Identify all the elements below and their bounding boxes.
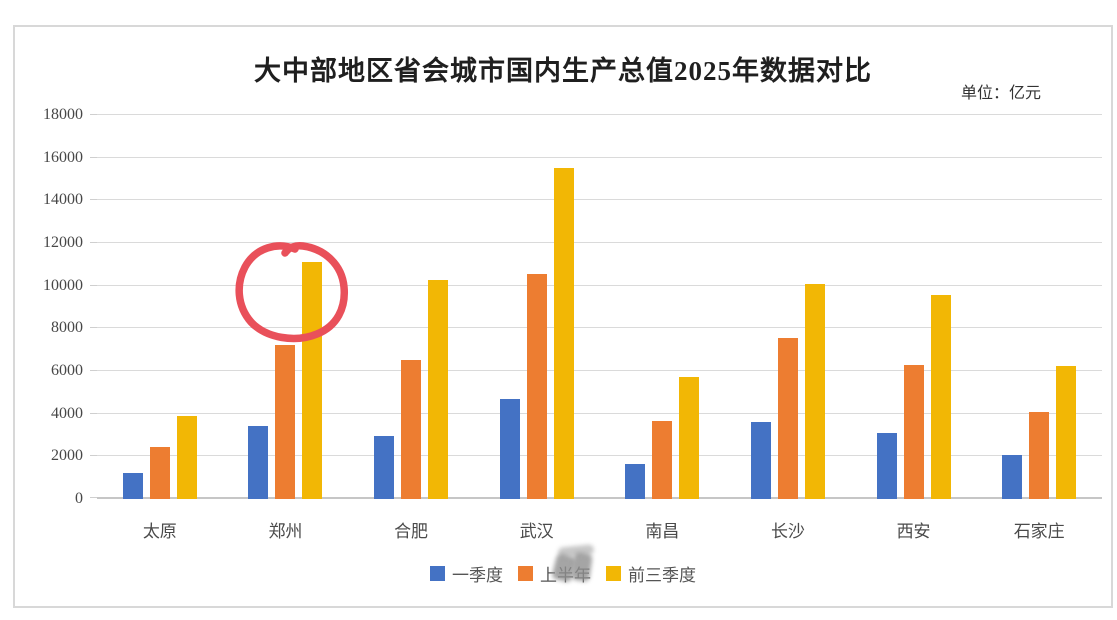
chart-title: 大中部地区省会城市国内生产总值2025年数据对比	[254, 56, 872, 86]
gridline	[90, 199, 1102, 201]
gridline	[90, 156, 1102, 158]
x-axis-category-label: 石家庄	[1013, 522, 1065, 541]
legend-swatch-h1	[518, 566, 533, 581]
y-axis-tick-label: 0	[75, 490, 83, 507]
censor-smudge	[551, 552, 577, 584]
gridline	[90, 284, 1102, 286]
gridline	[90, 327, 1102, 329]
x-axis-category-label: 长沙	[770, 522, 805, 541]
y-axis-tick-label: 2000	[51, 447, 83, 465]
x-axis-line	[90, 497, 1102, 499]
x-axis-category-label: 太原	[142, 522, 177, 541]
x-axis-category-label: 武汉	[519, 522, 554, 541]
bar-group-7	[976, 115, 1102, 499]
bar-h1-1	[275, 345, 296, 499]
legend-item-q1q3: 前三季度	[606, 561, 696, 586]
legend-item-q1: 一季度	[430, 561, 503, 586]
bar-q1q3-0	[176, 415, 197, 499]
legend-label-q1: 一季度	[452, 566, 503, 585]
y-axis-tick-label: 12000	[43, 234, 83, 251]
bar-h1-7	[1029, 411, 1050, 499]
gridline	[90, 455, 1102, 457]
gridline	[90, 412, 1102, 414]
bar-q1-0	[122, 473, 143, 499]
bar-q1q3-5	[804, 283, 825, 499]
x-axis-category-label: 合肥	[394, 522, 429, 541]
y-axis-tick-label: 16000	[43, 148, 83, 166]
plot-area: 0 2000 4000 6000 8000 10000 12000 14000 16000 180…	[43, 106, 1102, 507]
gridline	[90, 114, 1102, 115]
x-axis-labels: 太原 郑州 合肥 武汉 南昌 长沙 西安 石家庄	[97, 517, 1102, 542]
y-axis-tick-label: 14000	[43, 191, 83, 209]
bar-h1-3	[526, 273, 547, 499]
bar-group-1	[223, 115, 349, 499]
bar-q1-1	[248, 426, 269, 499]
legend-swatch-q1	[430, 566, 445, 581]
bar-h1-0	[149, 446, 170, 499]
bar-group-2	[348, 115, 474, 499]
bar-q1-6	[876, 432, 897, 499]
bar-q1-7	[1002, 455, 1023, 499]
legend-label-h1: 上半年	[540, 544, 595, 586]
bar-group-3	[474, 115, 600, 499]
bar-q1q3-4	[679, 377, 700, 499]
bar-h1-4	[652, 421, 673, 499]
legend-swatch-q1q3	[606, 566, 621, 581]
bar-q1q3-7	[1056, 365, 1077, 499]
x-axis-category-label: 郑州	[268, 522, 303, 541]
x-axis-category-label: 南昌	[645, 522, 680, 541]
y-axis-tick-label: 10000	[43, 276, 83, 294]
bar-h1-6	[903, 364, 924, 499]
bar-q1q3-3	[553, 168, 574, 499]
bar-q1-3	[499, 398, 520, 499]
bar-group-4	[600, 115, 726, 499]
bar-group-5	[725, 115, 851, 499]
unit-label: 单位：亿元	[960, 85, 1041, 102]
bar-h1-2	[401, 360, 422, 499]
bar-h1-5	[777, 337, 798, 499]
y-axis-tick-label: 18000	[43, 106, 83, 123]
gridline	[90, 370, 1102, 371]
gridline	[90, 242, 1102, 243]
bar-q1-4	[625, 463, 646, 499]
censor-smudge	[557, 544, 595, 558]
bar-q1q3-1	[302, 262, 323, 499]
y-axis-tick-label: 8000	[51, 319, 83, 337]
y-axis-tick-label: 6000	[51, 362, 83, 379]
bar-q1q3-6	[930, 295, 951, 499]
censor-smudge	[571, 551, 593, 583]
legend-label-q1q3: 前三季度	[628, 566, 696, 585]
bar-q1q3-2	[428, 280, 449, 499]
legend-item-h1: 上半年	[518, 544, 595, 586]
x-axis-category-label: 西安	[896, 522, 931, 541]
bar-group-6	[851, 115, 977, 499]
y-axis-tick-label: 4000	[51, 404, 83, 422]
bar-group-0	[97, 115, 223, 499]
bar-q1-5	[750, 422, 771, 499]
bar-q1-2	[374, 436, 395, 499]
legend: 一季度 上半年前三季度	[15, 544, 1111, 586]
chart-canvas: 大中部地区省会城市国内生产总值2025年数据对比 单位：亿元 0 2000 4000…	[13, 25, 1113, 608]
